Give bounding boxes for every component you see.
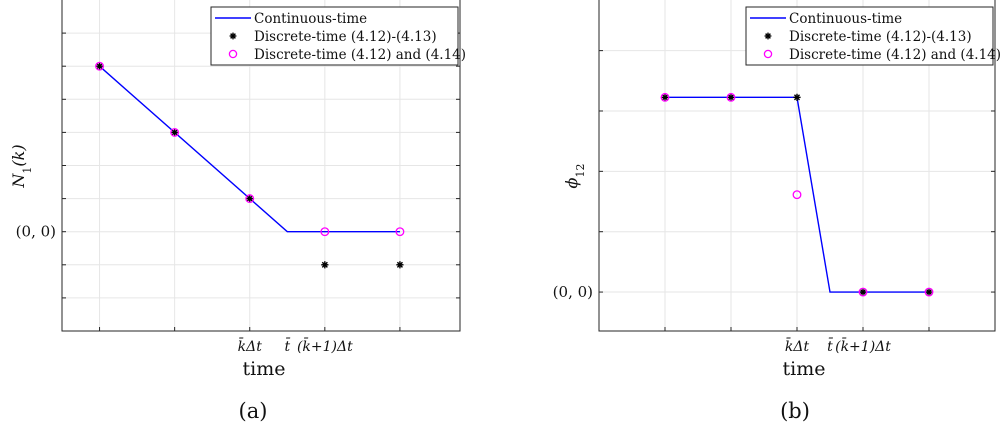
discrete-4-12-4-13-point bbox=[793, 93, 801, 101]
legend-circle-sample bbox=[763, 49, 773, 59]
discrete-4-12-4-13-point bbox=[727, 93, 735, 101]
asterisk-stroke bbox=[246, 195, 253, 202]
panel-label: (b) bbox=[780, 399, 810, 423]
discrete-4-12-4-14-point bbox=[924, 287, 934, 297]
discrete-4-12-4-14-point bbox=[660, 92, 670, 102]
discrete-4-12-4-13-point bbox=[925, 288, 933, 296]
asterisk-stroke bbox=[321, 261, 328, 268]
asterisk-stroke bbox=[396, 261, 403, 268]
y-axis-label-subscript: 1 bbox=[21, 167, 34, 174]
discrete-4-12-4-13-point bbox=[246, 195, 254, 203]
legend-box bbox=[745, 6, 994, 66]
discrete-4-12-4-13-point bbox=[95, 62, 104, 70]
y-axis-label: ϕ12 bbox=[562, 164, 587, 189]
series-continuous-time-line bbox=[99, 65, 400, 233]
asterisk-stroke bbox=[859, 289, 867, 296]
discrete-4-12-4-14-point bbox=[858, 287, 868, 297]
discrete-4-12-4-13-point bbox=[396, 261, 404, 269]
y-axis-label: N1(k) bbox=[9, 144, 34, 188]
discrete-4-12-4-14-point bbox=[245, 194, 255, 204]
panel-label: (a) bbox=[239, 399, 268, 423]
y-tick-label: (0, 0) bbox=[553, 283, 593, 301]
discrete-4-12-4-14-point bbox=[726, 92, 736, 102]
legend-label: Discrete-time (4.12)-(4.13) bbox=[254, 29, 437, 45]
legend-circle-sample bbox=[228, 49, 238, 59]
discrete-4-12-4-14-point bbox=[320, 227, 330, 237]
x-axis-label: time bbox=[783, 358, 826, 380]
x-tick-label: (k̄+1)Δt bbox=[835, 337, 891, 355]
y-axis-label-main: N bbox=[9, 173, 28, 189]
legend-asterisk-sample bbox=[230, 33, 236, 39]
x-tick-label: (k̄+1)Δt bbox=[297, 337, 353, 355]
asterisk-stroke bbox=[171, 129, 178, 136]
legend-label: Discrete-time (4.12) and (4.14) bbox=[254, 47, 466, 63]
chart-panel-b: k̄Δt t̄ (k̄+1)Δt (0, 0) time ϕ12 Continuous-ti… bbox=[553, 0, 1001, 423]
discrete-4-12-4-13-point bbox=[171, 128, 179, 136]
legend-box bbox=[210, 6, 459, 66]
x-tick-label: t̄ bbox=[827, 337, 834, 355]
asterisk-stroke bbox=[727, 94, 735, 101]
legend-label: Continuous-time bbox=[254, 11, 367, 27]
asterisk-stroke bbox=[661, 94, 669, 101]
legend: Continuous-time Discrete-time (4.12)-(4.1… bbox=[745, 6, 1001, 66]
asterisk-stroke bbox=[793, 94, 801, 101]
y-axis-label-main: ϕ bbox=[562, 177, 581, 188]
legend: Continuous-time Discrete-time (4.12)-(4.1… bbox=[210, 6, 466, 66]
discrete-4-12-4-14-point bbox=[792, 190, 802, 200]
discrete-4-12-4-13-point bbox=[859, 288, 867, 296]
discrete-4-12-4-13-point bbox=[321, 261, 329, 269]
discrete-4-12-4-14-point bbox=[170, 127, 180, 137]
asterisk-stroke bbox=[925, 289, 933, 296]
x-tick-label: t̄ bbox=[284, 337, 291, 355]
discrete-4-12-4-14-point bbox=[95, 61, 104, 71]
y-axis-label-rest: (k) bbox=[9, 144, 28, 166]
y-tick-label: (0, 0) bbox=[16, 223, 56, 241]
legend-asterisk-sample bbox=[765, 33, 771, 39]
chart-panel-a: k̄Δt t̄ (k̄+1)Δt (0, 0) time N1(k) Continuous-… bbox=[9, 0, 466, 423]
legend-label: Discrete-time (4.12)-(4.13) bbox=[789, 29, 972, 45]
discrete-4-12-4-14-point bbox=[395, 227, 405, 237]
discrete-4-12-4-13-point bbox=[661, 93, 669, 101]
x-tick-label: k̄Δt bbox=[238, 337, 263, 355]
legend-label: Discrete-time (4.12) and (4.14) bbox=[789, 47, 1001, 63]
asterisk-stroke bbox=[96, 63, 103, 70]
x-tick-label: k̄Δt bbox=[785, 337, 810, 355]
x-axis-label: time bbox=[243, 358, 286, 380]
legend-label: Continuous-time bbox=[789, 11, 902, 27]
y-axis-label-subscript: 12 bbox=[574, 164, 587, 178]
